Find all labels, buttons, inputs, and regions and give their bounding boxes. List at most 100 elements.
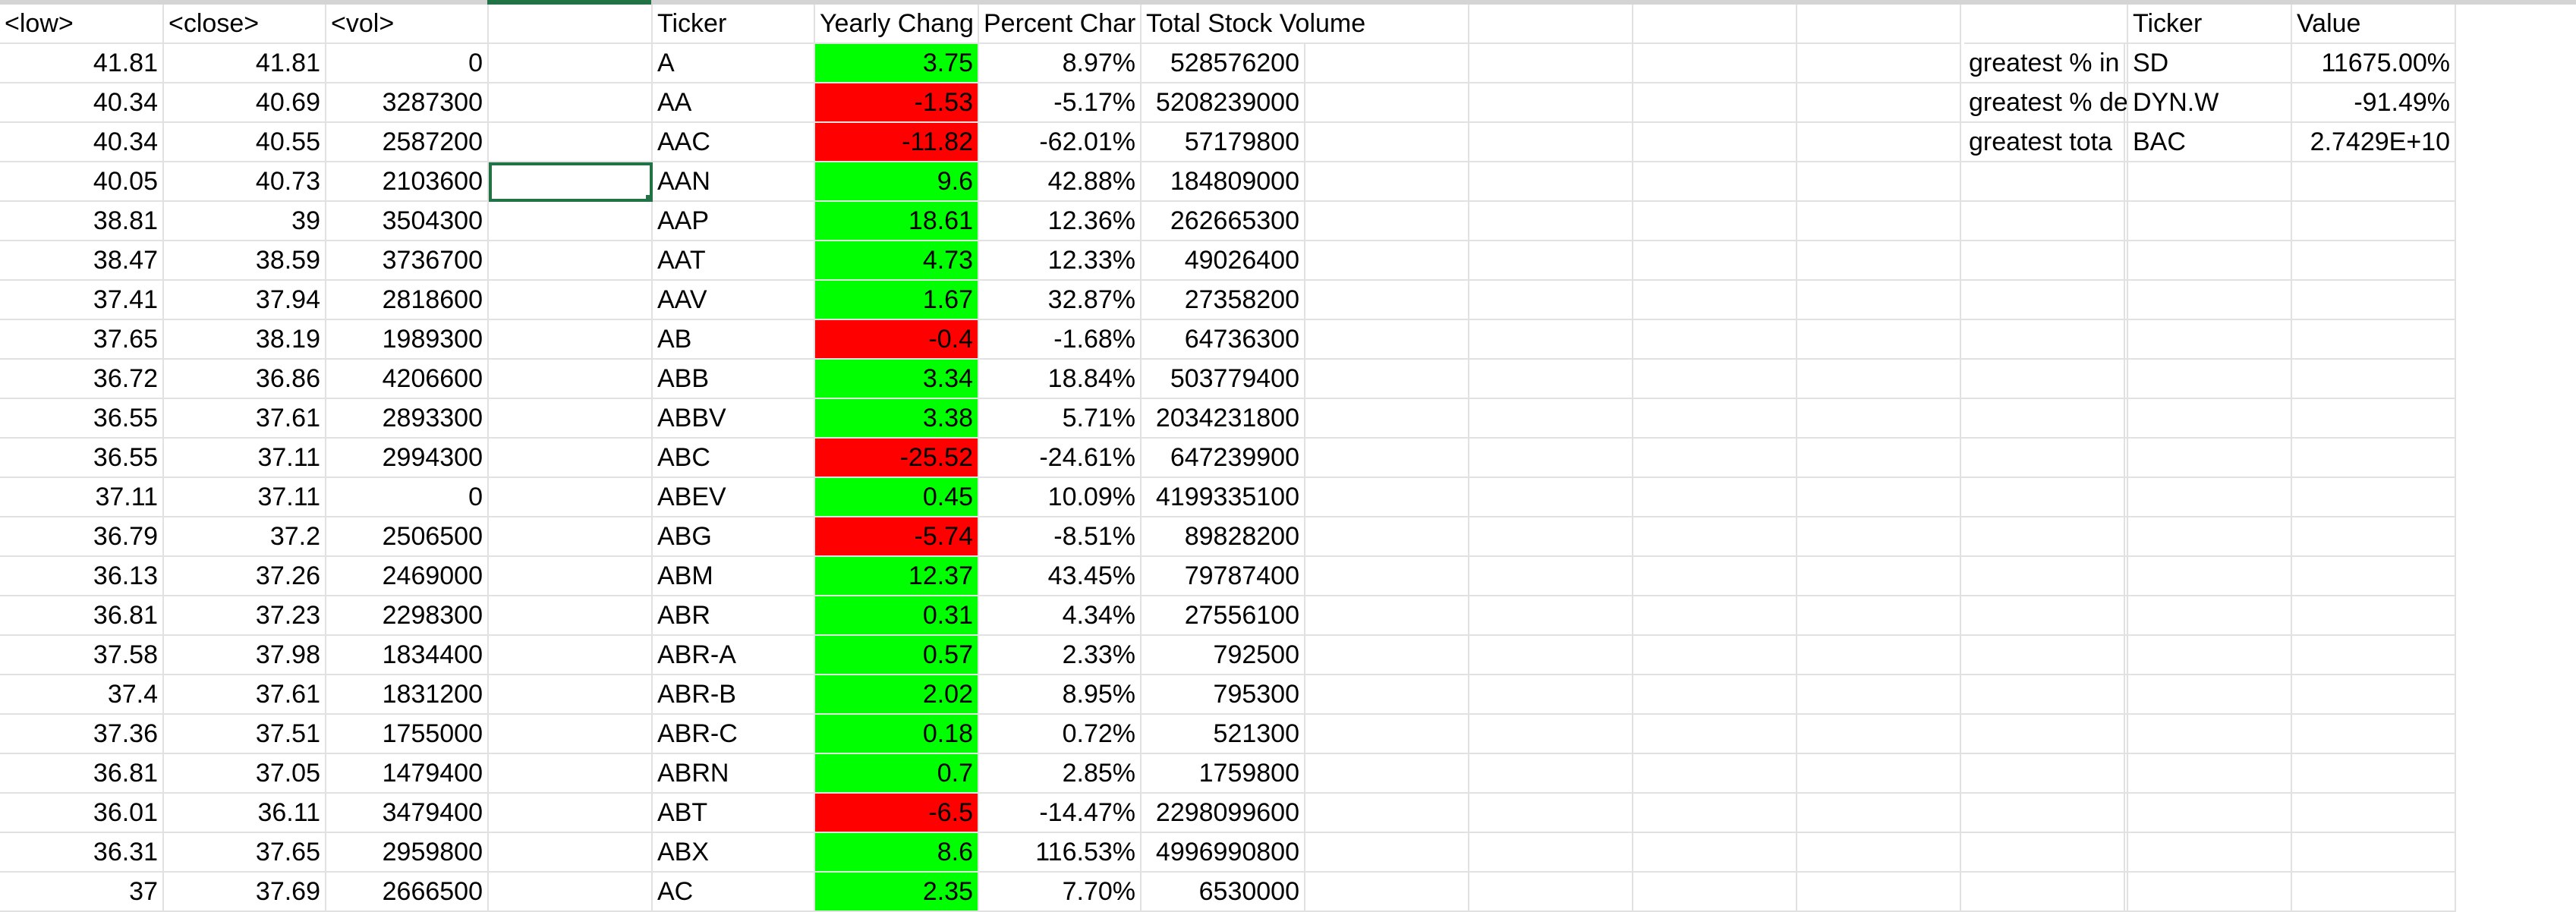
empty-cell[interactable] <box>489 202 653 241</box>
cell-ticker[interactable]: AAN <box>653 162 815 202</box>
header-summary-ticker[interactable]: Ticker <box>2128 5 2292 44</box>
cell-low[interactable]: 36.13 <box>0 557 164 596</box>
summary-value[interactable]: -91.49% <box>2292 83 2456 123</box>
empty-cell[interactable] <box>489 754 653 794</box>
empty-cell[interactable] <box>2292 360 2456 399</box>
empty-cell[interactable] <box>2292 162 2456 202</box>
empty-cell[interactable] <box>1305 439 1469 478</box>
empty-cell[interactable] <box>1305 754 1469 794</box>
empty-cell[interactable] <box>1633 320 1797 360</box>
empty-cell[interactable] <box>1797 557 1961 596</box>
empty-cell[interactable] <box>1633 83 1797 123</box>
cell-total-volume[interactable]: 795300 <box>1142 675 1305 715</box>
empty-cell[interactable] <box>2128 873 2292 912</box>
cell-low[interactable]: 36.31 <box>0 833 164 873</box>
cell-ticker[interactable]: AC <box>653 873 815 912</box>
cell-low[interactable]: 36.01 <box>0 794 164 833</box>
empty-cell[interactable] <box>1964 162 2128 202</box>
empty-cell[interactable] <box>1469 833 1633 873</box>
empty-cell[interactable] <box>1633 596 1797 636</box>
cell-ticker[interactable]: A <box>653 44 815 83</box>
cell-percent-change[interactable]: 0.72% <box>979 715 1142 754</box>
empty-cell[interactable] <box>1964 439 2128 478</box>
cell-total-volume[interactable]: 2034231800 <box>1142 399 1305 439</box>
empty-cell[interactable] <box>2292 715 2456 754</box>
cell-close[interactable]: 37.05 <box>164 754 326 794</box>
cell-close[interactable]: 37.98 <box>164 636 326 675</box>
cell-close[interactable]: 37.61 <box>164 675 326 715</box>
cell-vol[interactable]: 1834400 <box>326 636 489 675</box>
empty-cell[interactable] <box>1305 202 1469 241</box>
empty-cell[interactable] <box>1305 517 1469 557</box>
cell-yearly-change[interactable]: 0.45 <box>815 478 979 517</box>
empty-cell[interactable] <box>1797 517 1961 557</box>
cell-yearly-change[interactable]: 9.6 <box>815 162 979 202</box>
empty-cell[interactable] <box>1797 399 1961 439</box>
cell-percent-change[interactable]: -5.17% <box>979 83 1142 123</box>
cell-close[interactable]: 38.59 <box>164 241 326 281</box>
empty-cell[interactable] <box>2292 636 2456 675</box>
cell-ticker[interactable]: AAV <box>653 281 815 320</box>
cell-percent-change[interactable]: 7.70% <box>979 873 1142 912</box>
empty-cell[interactable] <box>489 44 653 83</box>
cell-percent-change[interactable]: 8.95% <box>979 675 1142 715</box>
empty-cell[interactable] <box>1964 754 2128 794</box>
cell-close[interactable]: 37.11 <box>164 478 326 517</box>
cell-total-volume[interactable]: 27358200 <box>1142 281 1305 320</box>
cell-total-volume[interactable]: 6530000 <box>1142 873 1305 912</box>
cell-close[interactable]: 37.11 <box>164 439 326 478</box>
empty-cell[interactable] <box>2128 399 2292 439</box>
cell-ticker[interactable]: AA <box>653 83 815 123</box>
cell-percent-change[interactable]: 8.97% <box>979 44 1142 83</box>
empty-cell[interactable] <box>1469 241 1633 281</box>
empty-cell[interactable] <box>1469 281 1633 320</box>
empty-cell[interactable] <box>2292 478 2456 517</box>
cell-total-volume[interactable]: 27556100 <box>1142 596 1305 636</box>
cell-total-volume[interactable]: 57179800 <box>1142 123 1305 162</box>
cell-total-volume[interactable]: 79787400 <box>1142 557 1305 596</box>
cell-percent-change[interactable]: 32.87% <box>979 281 1142 320</box>
empty-cell[interactable] <box>1469 360 1633 399</box>
empty-cell[interactable] <box>1964 399 2128 439</box>
cell-ticker[interactable]: ABEV <box>653 478 815 517</box>
empty-cell[interactable] <box>489 715 653 754</box>
empty-cell[interactable] <box>1797 873 1961 912</box>
cell-vol[interactable]: 3287300 <box>326 83 489 123</box>
empty-cell[interactable] <box>1797 123 1961 162</box>
empty-cell[interactable] <box>1633 517 1797 557</box>
cell-vol[interactable]: 1479400 <box>326 754 489 794</box>
cell-total-volume[interactable]: 2298099600 <box>1142 794 1305 833</box>
cell-yearly-change[interactable]: 3.34 <box>815 360 979 399</box>
empty-cell[interactable] <box>1797 44 1961 83</box>
cell-percent-change[interactable]: 4.34% <box>979 596 1142 636</box>
cell-vol[interactable]: 1755000 <box>326 715 489 754</box>
cell-vol[interactable]: 2298300 <box>326 596 489 636</box>
empty-cell[interactable] <box>2292 675 2456 715</box>
cell-percent-change[interactable]: 12.36% <box>979 202 1142 241</box>
cell-vol[interactable]: 3504300 <box>326 202 489 241</box>
summary-value[interactable]: 11675.00% <box>2292 44 2456 83</box>
cell-total-volume[interactable]: 647239900 <box>1142 439 1305 478</box>
cell-low[interactable]: 37.36 <box>0 715 164 754</box>
empty-cell[interactable] <box>2292 399 2456 439</box>
cell-yearly-change[interactable]: -0.4 <box>815 320 979 360</box>
cell-total-volume[interactable]: 1759800 <box>1142 754 1305 794</box>
cell-low[interactable]: 36.72 <box>0 360 164 399</box>
empty-cell[interactable] <box>489 83 653 123</box>
cell-ticker[interactable]: AAT <box>653 241 815 281</box>
empty-cell[interactable] <box>1305 715 1469 754</box>
cell-low[interactable]: 37.65 <box>0 320 164 360</box>
empty-cell[interactable] <box>1797 360 1961 399</box>
cell-percent-change[interactable]: 43.45% <box>979 557 1142 596</box>
summary-label[interactable]: greatest tota <box>1964 123 2128 162</box>
empty-cell[interactable] <box>2128 360 2292 399</box>
empty-cell[interactable] <box>1469 320 1633 360</box>
empty-cell[interactable] <box>1469 754 1633 794</box>
cell-ticker[interactable]: ABG <box>653 517 815 557</box>
summary-value[interactable]: 2.7429E+10 <box>2292 123 2456 162</box>
empty-cell[interactable] <box>1633 360 1797 399</box>
empty-cell[interactable] <box>2292 517 2456 557</box>
cell-yearly-change[interactable]: -5.74 <box>815 517 979 557</box>
cell-total-volume[interactable]: 4199335100 <box>1142 478 1305 517</box>
empty-cell[interactable] <box>1305 123 1469 162</box>
